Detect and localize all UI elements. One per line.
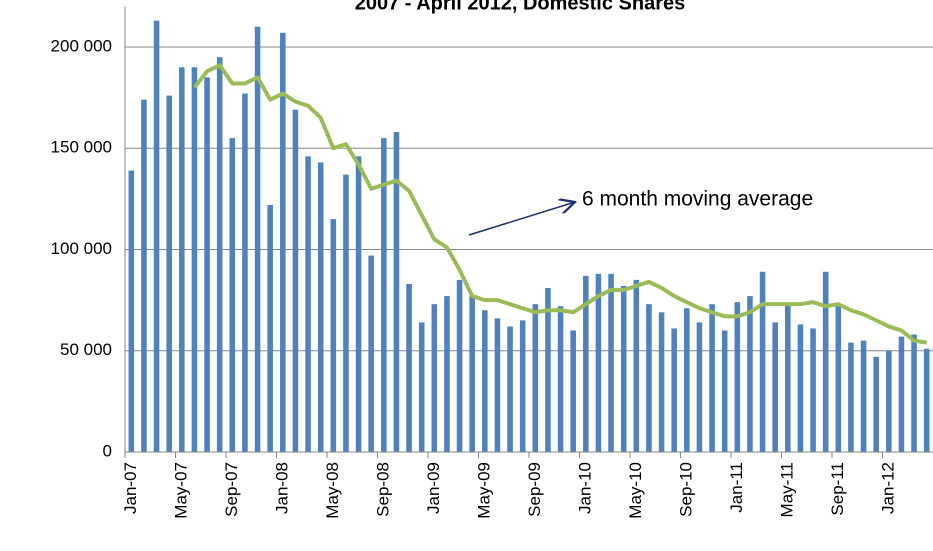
bar xyxy=(507,326,513,452)
bar xyxy=(810,328,816,452)
bar xyxy=(860,340,867,452)
chart-title: 2007 - April 2012, Domestic Shares xyxy=(355,0,686,14)
bar xyxy=(494,318,501,452)
bar xyxy=(608,273,614,452)
annotation-arrow xyxy=(468,202,575,236)
x-tick-label: Sep-10 xyxy=(676,462,695,517)
y-tick-label: 50 000 xyxy=(60,340,112,359)
bar xyxy=(911,334,917,452)
bar xyxy=(658,312,665,452)
bar xyxy=(671,328,677,452)
bar xyxy=(898,336,905,452)
moving-average-line xyxy=(192,63,928,345)
bar xyxy=(317,162,324,453)
x-tick-label: May-09 xyxy=(474,462,493,519)
bar xyxy=(545,287,551,452)
x-tick-label: Jan-09 xyxy=(424,462,443,514)
annotation: 6 month moving average xyxy=(582,188,813,211)
bar xyxy=(873,356,879,452)
bar xyxy=(153,20,160,453)
bar xyxy=(822,271,829,452)
y-tick-label: 200 000 xyxy=(51,36,112,55)
bar xyxy=(141,99,147,453)
x-tick-label: Sep-11 xyxy=(828,462,847,516)
bar xyxy=(204,77,210,452)
bar xyxy=(406,283,412,452)
bar xyxy=(886,350,892,452)
bar xyxy=(456,279,463,452)
bar xyxy=(242,93,248,452)
bar xyxy=(923,348,930,452)
bar xyxy=(254,26,261,452)
y-tick-label: 150 000 xyxy=(51,138,112,157)
bar xyxy=(343,174,349,452)
bar xyxy=(128,170,135,452)
x-tick-label: Sep-07 xyxy=(222,462,241,517)
bar xyxy=(772,322,778,452)
x-tick-label: Jan-08 xyxy=(272,462,291,514)
bar xyxy=(848,342,854,452)
x-tick-label: May-11 xyxy=(777,462,796,517)
bar xyxy=(267,204,273,452)
bar xyxy=(721,330,728,452)
bar xyxy=(797,324,804,452)
bar xyxy=(532,304,539,452)
bar xyxy=(835,304,842,452)
bar xyxy=(381,138,387,452)
bar xyxy=(166,95,172,452)
x-tick-label: Jan-11 xyxy=(727,462,746,513)
bar xyxy=(179,67,185,452)
bar xyxy=(557,306,564,452)
bar xyxy=(709,304,715,452)
x-tick-label: May-08 xyxy=(323,462,342,519)
x-tick-label: May-07 xyxy=(171,462,190,519)
bar xyxy=(292,109,299,453)
bar xyxy=(684,308,690,452)
bar xyxy=(229,138,236,452)
bar xyxy=(482,310,488,452)
bar xyxy=(734,302,741,452)
y-tick-label: 0 xyxy=(103,441,112,460)
bar xyxy=(696,322,703,452)
bar xyxy=(747,296,753,452)
y-tick-label: 100 000 xyxy=(51,239,112,258)
bar xyxy=(216,57,223,452)
bar xyxy=(620,285,627,452)
bar xyxy=(570,330,576,452)
bar xyxy=(368,255,374,452)
x-tick-label: Jan-12 xyxy=(878,462,897,514)
bar xyxy=(418,322,425,452)
x-tick-label: Sep-08 xyxy=(373,462,392,517)
bar xyxy=(191,67,198,452)
bar xyxy=(444,296,450,452)
bar xyxy=(330,219,337,452)
bar xyxy=(519,320,526,452)
bar xyxy=(469,296,475,452)
bar xyxy=(431,304,438,452)
bar xyxy=(583,275,589,452)
bar xyxy=(305,156,311,452)
bar xyxy=(785,304,791,452)
bar xyxy=(393,132,400,453)
x-tick-label: Sep-09 xyxy=(525,462,544,517)
bar xyxy=(355,156,362,452)
bar xyxy=(280,32,286,452)
x-tick-label: Jan-07 xyxy=(121,462,140,514)
bar xyxy=(595,273,602,452)
x-tick-label: May-10 xyxy=(626,462,645,519)
bar xyxy=(759,271,766,452)
x-tick-label: Jan-10 xyxy=(575,462,594,514)
bar xyxy=(633,279,640,452)
bar xyxy=(646,304,652,452)
